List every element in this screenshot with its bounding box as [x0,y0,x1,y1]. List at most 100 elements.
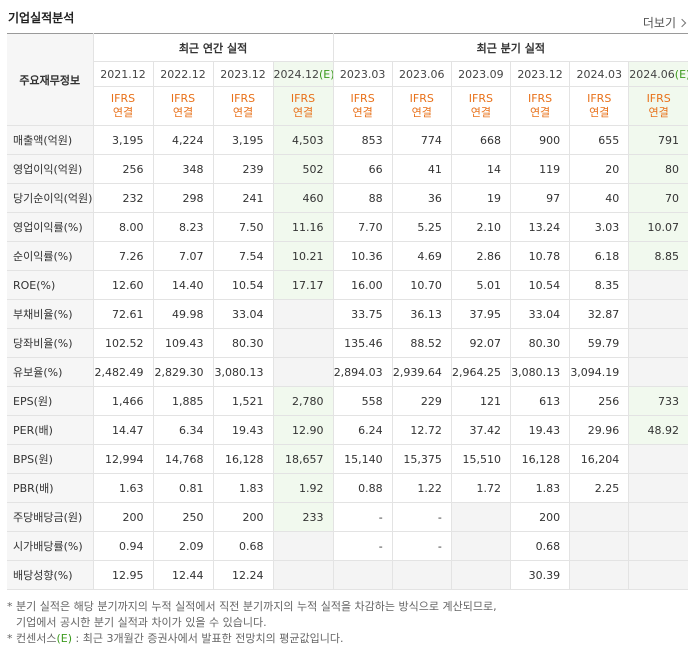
cell: 2.09 [152,531,214,561]
standard-header: IFRS 연결 [628,86,689,126]
cell [628,444,689,474]
cell [450,560,511,590]
cell: 10.54 [509,270,571,300]
cell: 32.87 [569,299,630,329]
note-line: 기업에서 공시한 분기 실적과 차이가 있을 수 있습니다. [16,616,267,629]
cell: 900 [509,125,571,155]
cell: 10.78 [509,241,571,271]
basis: 연결 [648,106,669,119]
cell: 613 [509,386,571,416]
basis: 연결 [232,106,254,119]
period-header: 2023.03 [332,61,393,87]
cell: 1.83 [212,473,274,503]
cell: 121 [450,386,511,416]
accounting: IFRS [230,92,256,105]
data-row: 주당배당금(원) 200 250 200 233- -200 [7,502,689,532]
table-body: 매출액(억원) 3,195 4,224 3,195 4,503 853 774 668 900 6… [7,125,689,590]
standard-header: IFRS 연결 [391,86,452,126]
cell: 29.96 [569,415,630,445]
basis: 연결 [112,106,134,119]
cell: 88 [332,183,393,213]
cell: 200 [92,502,154,532]
row-label: 주당배당금(원) [7,502,94,532]
cell: 41 [391,154,452,184]
period: 2023.09 [458,67,504,81]
cell: 7.70 [332,212,393,242]
cell: 8.23 [152,212,214,242]
cell: 16,128 [509,444,571,474]
basis: 연결 [589,106,610,119]
period-header: 2023.12 [509,61,571,87]
accounting: IFRS [170,92,196,105]
cell: 102.52 [92,328,154,358]
data-row: 배당성향(%) 12.95 12.44 12.24 30.39 [7,560,689,590]
cell [272,560,334,590]
cell: 8.00 [92,212,154,242]
cell: 19.43 [212,415,274,445]
accounting: IFRS [110,92,136,105]
cell: 19 [450,183,511,213]
cell: 14.40 [152,270,214,300]
cell: 80 [628,154,689,184]
cell [628,328,689,358]
period-header: 2023.09 [450,61,511,87]
data-row: BPS(원) 12,994 14,768 16,128 18,657 15,140 15,3… [7,444,689,474]
cell [628,473,689,503]
cell: 3,080.13 [212,357,274,387]
cell: 10.36 [332,241,393,271]
data-row: 유보율(%) 2,482.49 2,829.30 3,080.13 2,894.03 2,… [7,357,689,387]
cell: 7.50 [212,212,274,242]
cell: 1,885 [152,386,214,416]
basis: 연결 [172,106,194,119]
row-label: 시가배당률(%) [7,531,94,561]
cell: 15,510 [450,444,511,474]
cell: 2,964.25 [450,357,511,387]
table-head: 주요재무정보 최근 연간 실적 최근 분기 실적 2021.12 2022.12 2023… [7,33,689,126]
cell: 6.24 [332,415,393,445]
cell: 298 [152,183,214,213]
data-row: PBR(배) 1.63 0.81 1.83 1.92 0.88 1.22 1.72 1.83 2.… [7,473,689,503]
data-row: EPS(원) 1,466 1,885 1,521 2,780 558 229 121 613 25… [7,386,689,416]
cell: 2,829.30 [152,357,214,387]
cell: 239 [212,154,274,184]
cell: 15,375 [391,444,452,474]
cell: - [332,531,393,561]
cell: 3,080.13 [509,357,571,387]
period: 2022.12 [160,67,206,81]
cell: 92.07 [450,328,511,358]
standard-row: IFRS 연결 IFRS 연결 IFRS 연결 IFRS 연결 IFRS 연결 IFRS 연결 IFRS… [7,86,689,126]
period: 2021.12 [100,67,146,81]
standard-header: IFRS 연결 [450,86,511,126]
data-row: 영업이익률(%) 8.00 8.23 7.50 11.16 7.70 5.25 2.10 13.… [7,212,689,242]
cell: 460 [272,183,334,213]
data-row: 영업이익(억원) 256 348 239 502 66 41 14 119 20 80 [7,154,689,184]
group-header: 최근 분기 실적 [332,33,689,62]
cell [628,560,689,590]
note-line: * 분기 실적은 해당 분기까지의 누적 실적에서 직전 분기까지의 누적 실적… [7,600,497,613]
cell: 109.43 [152,328,214,358]
cell: 37.42 [450,415,511,445]
data-row: 당기순이익(억원) 232 298 241 460 88 36 19 97 40 70 [7,183,689,213]
cell: 250 [152,502,214,532]
cell: 1.72 [450,473,511,503]
cell: 0.88 [332,473,393,503]
cell: 37.95 [450,299,511,329]
more-link[interactable]: 더보기 [643,14,685,31]
cell: 1.22 [391,473,452,503]
cell [628,502,689,532]
cell: 3.03 [569,212,630,242]
cell: 70 [628,183,689,213]
period: 2024.03 [576,67,622,81]
cell: 1,521 [212,386,274,416]
cell [272,328,334,358]
cell [569,531,630,561]
standard-header: IFRS 연결 [212,86,274,126]
period-header: 2021.12 [92,61,154,87]
cell [332,560,393,590]
cell: 256 [92,154,154,184]
cell: 15,140 [332,444,393,474]
period-header: 2023.12 [212,61,274,87]
period: 2024.12 [273,67,319,81]
period-header: 2023.06 [391,61,452,87]
cell: 11.16 [272,212,334,242]
